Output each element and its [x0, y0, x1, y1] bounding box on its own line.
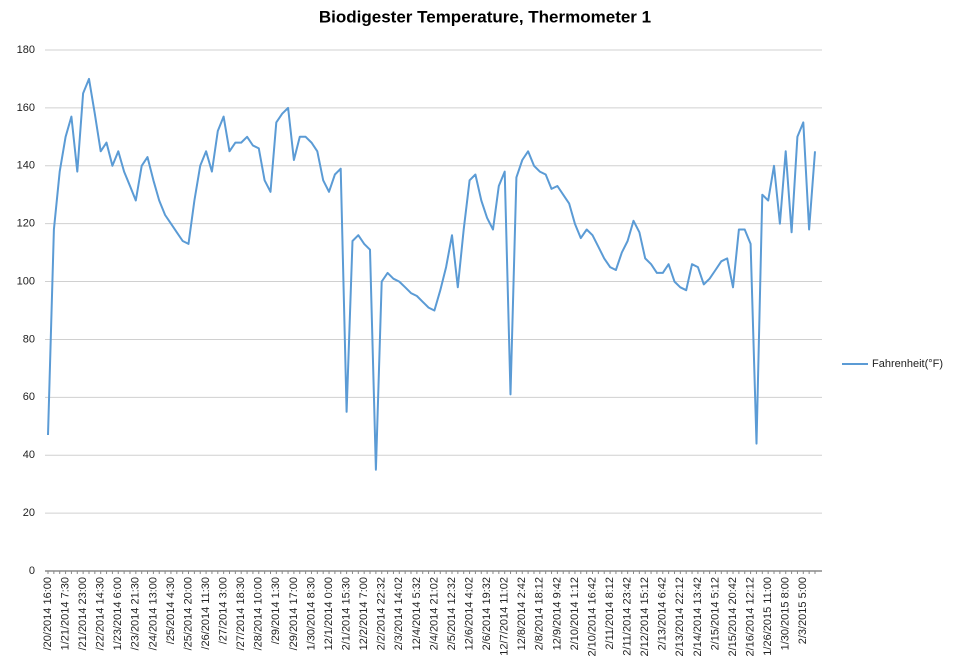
y-tick-label: 0	[29, 565, 35, 577]
x-tick-label: 12/6/2014 4:02	[463, 577, 475, 650]
x-tick-label: 1/23/2014 6:00	[112, 577, 124, 650]
x-tick-label: 2/15/2014 20:42	[727, 577, 739, 657]
x-tick-label: 12/8/2014 2:42	[516, 577, 528, 650]
y-tick-label: 100	[17, 275, 35, 287]
x-tick-label: /23/2014 21:30	[130, 577, 142, 650]
x-tick-label: /28/2014 10:00	[253, 577, 265, 650]
x-tick-label: 2/2/2014 22:32	[376, 577, 388, 650]
x-tick-label: 1/30/2014 8:30	[305, 577, 317, 650]
y-tick-label: 80	[23, 333, 35, 345]
x-tick-label: /21/2014 23:00	[77, 577, 89, 650]
y-tick-label: 140	[17, 160, 35, 172]
y-tick-label: 40	[23, 449, 35, 461]
x-tick-label: /22/2014 14:30	[95, 577, 107, 650]
x-tick-label: /29/2014 1:30	[270, 577, 282, 644]
x-tick-label: 1/21/2014 7:30	[59, 577, 71, 650]
x-tick-label: 2/12/2014 15:12	[639, 577, 651, 657]
x-tick-label: 1/30/2015 8:00	[780, 577, 792, 650]
x-tick-label: /24/2014 13:00	[147, 577, 159, 650]
x-tick-label: 12/2/2014 7:00	[358, 577, 370, 650]
legend-label: Fahrenheit(°F)	[872, 358, 943, 370]
x-tick-label: 2/15/2014 5:12	[709, 577, 721, 650]
x-tick-label: 12/9/2014 9:42	[551, 577, 563, 650]
x-tick-label: 2/5/2014 12:32	[446, 577, 458, 650]
chart-title: Biodigester Temperature, Thermometer 1	[319, 7, 651, 26]
x-tick-label: /29/2014 17:00	[288, 577, 300, 650]
x-tick-label: 2/14/2014 13:42	[692, 577, 704, 657]
data-line	[47, 77, 816, 471]
x-tick-label: 1/26/2015 11:00	[762, 577, 774, 656]
y-tick-label: 180	[17, 44, 35, 56]
x-tick-label: 2/11/2014 23:42	[622, 577, 634, 656]
x-tick-label: /25/2014 20:00	[182, 577, 194, 650]
x-tick-label: 12/7/2014 11:02	[499, 577, 511, 656]
y-tick-label: 160	[17, 102, 35, 114]
y-tick-label: 20	[23, 507, 35, 519]
x-tick-label: 12/4/2014 5:32	[411, 577, 423, 650]
x-tick-label: /26/2014 11:30	[200, 577, 212, 650]
x-tick-label: /27/2014 18:30	[235, 577, 247, 650]
x-tick-label: 2/3/2015 5:00	[797, 577, 809, 644]
y-tick-label: 120	[17, 218, 35, 230]
x-tick-label: 2/3/2014 14:02	[393, 577, 405, 650]
x-tick-label: /27/2014 3:00	[218, 577, 230, 644]
x-tick-label: 12/1/2014 0:00	[323, 577, 335, 650]
x-tick-label: /20/2014 16:00	[42, 577, 54, 650]
y-tick-label: 60	[23, 391, 35, 403]
x-tick-label: 2/4/2014 21:02	[428, 577, 440, 650]
x-tick-label: 2/13/2014 22:12	[674, 577, 686, 657]
x-tick-label: /25/2014 4:30	[165, 577, 177, 644]
x-tick-label: 2/10/2014 16:42	[586, 577, 598, 657]
x-tick-label: 2/10/2014 1:12	[569, 577, 581, 650]
x-tick-label: 2/8/2014 18:12	[534, 577, 546, 650]
x-tick-label: 2/16/2014 12:12	[745, 577, 757, 657]
x-tick-label: 2/13/2014 6:42	[657, 577, 669, 650]
x-tick-label: 2/1/2014 15:30	[341, 577, 353, 650]
x-tick-label: 2/11/2014 8:12	[604, 577, 616, 650]
x-tick-label: 2/6/2014 19:32	[481, 577, 493, 650]
